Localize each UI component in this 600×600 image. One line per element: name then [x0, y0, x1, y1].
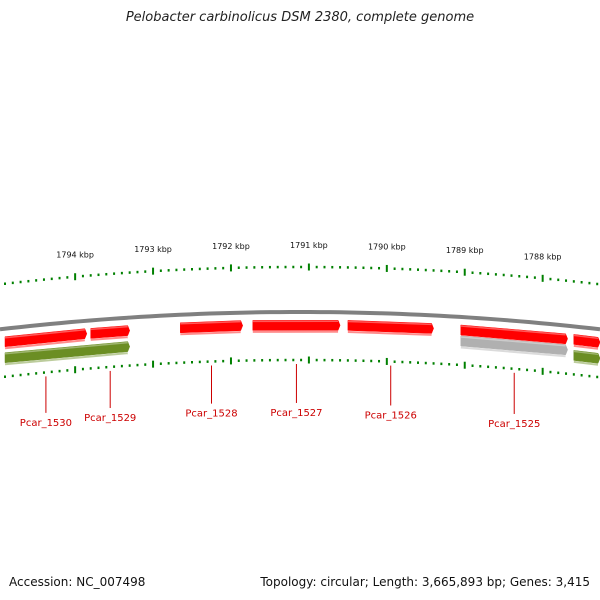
- scale-tick-label: 1790 kbp: [368, 242, 406, 251]
- locus-label: Pcar_1525: [488, 419, 540, 430]
- gene-arrow: [347, 320, 434, 334]
- locus-label: Pcar_1529: [84, 413, 136, 424]
- gene-arrow: [460, 335, 568, 356]
- gene-shadow: [347, 330, 432, 336]
- locus-label: Pcar_1527: [270, 408, 322, 419]
- scale-tick-label: 1793 kbp: [134, 245, 172, 254]
- gene-highlight: [347, 320, 432, 326]
- locus-label: Pcar_1530: [20, 418, 72, 429]
- locus-label: Pcar_1528: [185, 409, 237, 420]
- gene-arrow: [460, 324, 568, 345]
- upper-scale-ticks: 1794 kbp 1793 kbp 1792 kbp 1791 kbp 1790 kbp…: [4, 241, 599, 286]
- scale-tick-label: 1794 kbp: [56, 251, 94, 260]
- gene-shadow: [90, 336, 128, 341]
- gene-shadow: [460, 346, 566, 358]
- gene-highlight: [573, 334, 599, 340]
- topology-summary: Topology: circular; Length: 3,665,893 bp…: [260, 575, 590, 589]
- gene-arrow: [573, 350, 600, 364]
- gene-arrow: [180, 320, 243, 334]
- gene-highlight: [90, 325, 128, 331]
- gene-arrow: [4, 328, 88, 347]
- gene-shadow: [4, 339, 85, 350]
- gene-shadow: [4, 352, 128, 366]
- scale-tick-label: 1792 kbp: [212, 242, 250, 251]
- gene-shadow: [573, 360, 599, 366]
- gene-arrow: [573, 334, 600, 348]
- gene-highlight: [573, 350, 599, 356]
- gene-highlight: [460, 336, 566, 347]
- scale-tick-label: 1788 kbp: [524, 252, 562, 261]
- gene-arrow: [4, 341, 130, 363]
- gene-highlight: [4, 341, 128, 355]
- backbone-ring: [0, 309, 600, 332]
- lower-scale-ticks: [4, 356, 599, 379]
- locus-labels: Pcar_1530 Pcar_1529 Pcar_1528 Pcar_1527 Pcar…: [20, 364, 540, 430]
- genome-title: Pelobacter carbinolicus DSM 2380, comple…: [125, 10, 475, 25]
- gene-highlight: [4, 328, 85, 339]
- scale-tick-label: 1791 kbp: [290, 241, 328, 250]
- gene-highlight: [180, 320, 241, 325]
- gene-arrow: [90, 325, 130, 339]
- gene-arrow: [252, 320, 341, 331]
- gene-shadow: [573, 344, 599, 350]
- gene-highlight: [460, 325, 566, 336]
- gene-shadow: [180, 331, 241, 336]
- genome-backbone: [0, 309, 600, 332]
- accession-label: Accession: NC_007498: [9, 575, 146, 589]
- locus-label: Pcar_1526: [365, 410, 417, 421]
- scale-tick-label: 1789 kbp: [446, 246, 484, 255]
- gene-features: [4, 320, 600, 366]
